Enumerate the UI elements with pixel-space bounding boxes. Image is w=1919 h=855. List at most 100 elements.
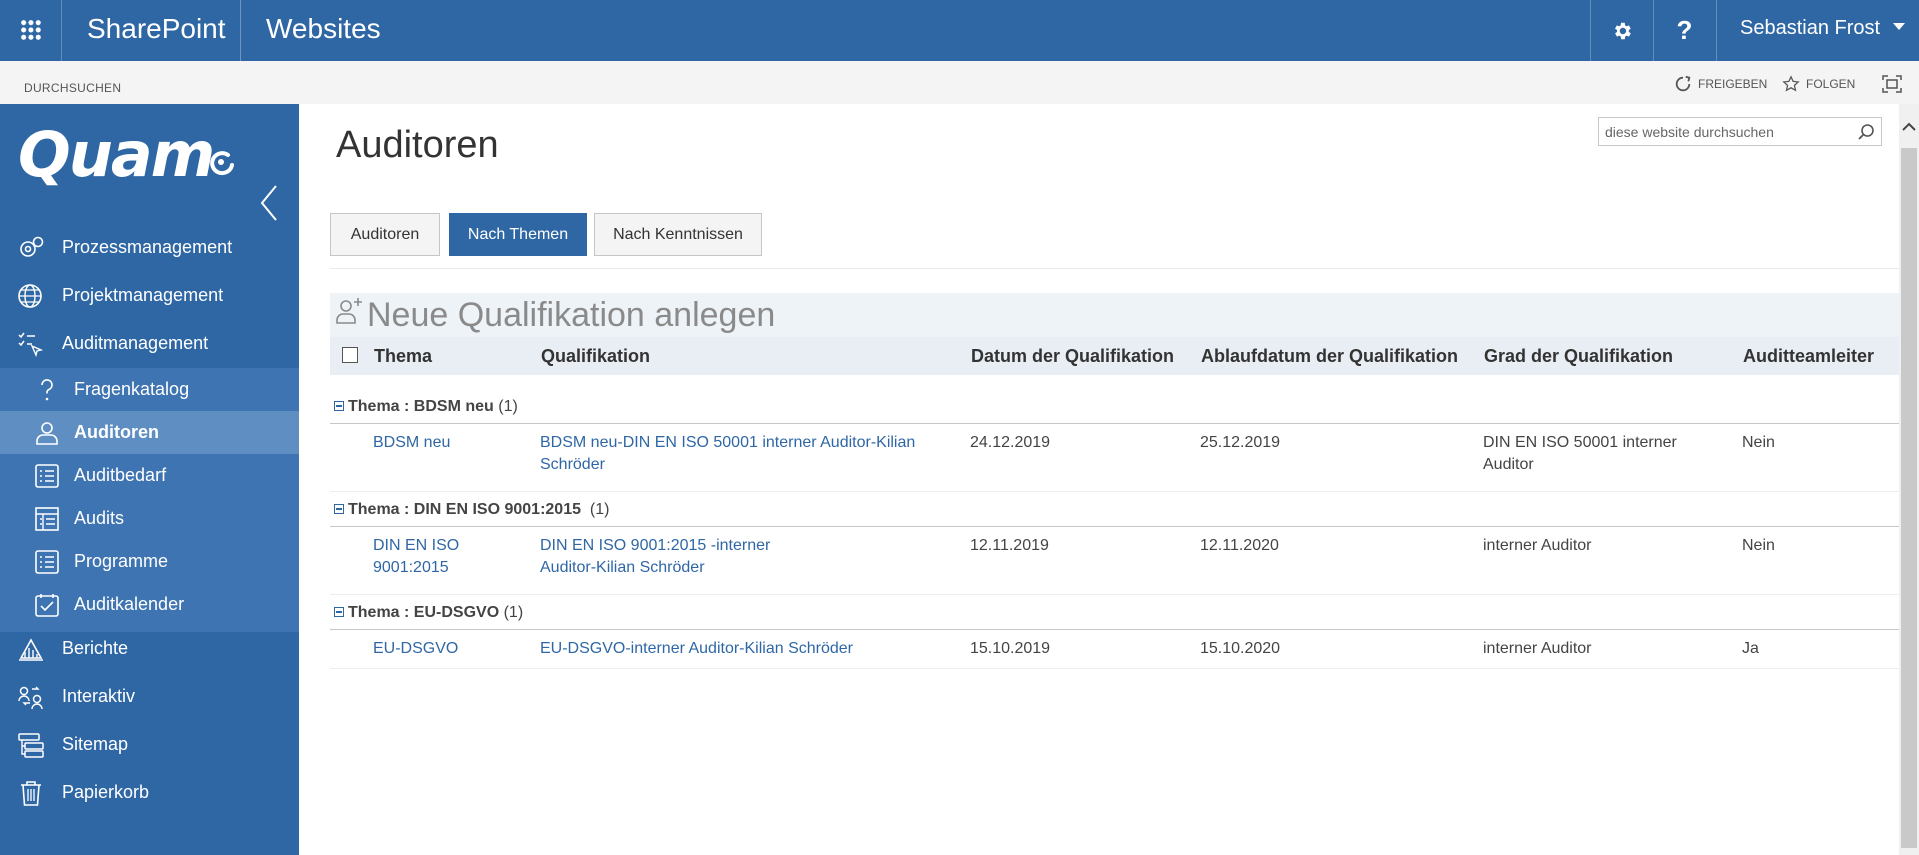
cell-ablaufdatum: 12.11.2020	[1200, 537, 1279, 554]
subnav-item-fragenkatalog[interactable]: Fragenkatalog	[0, 368, 299, 411]
group-header: Thema : EU-DSGVO (1)	[330, 596, 1899, 630]
group-label: Thema : BDSM neu (1)	[348, 398, 518, 415]
quam-logo[interactable]: Quam	[18, 120, 248, 190]
nav-label: Sitemap	[62, 734, 129, 754]
cell-qualifikation[interactable]: BDSM neu-DIN EN ISO 50001 interner Audit…	[540, 434, 916, 473]
subnav-label: Auditkalender	[74, 594, 185, 614]
search-input[interactable]	[1599, 118, 1844, 145]
subnav-label: Fragenkatalog	[74, 379, 190, 399]
browse-tab[interactable]: DURCHSUCHEN	[24, 81, 122, 95]
group-header: Thema : DIN EN ISO 9001:2015 (1)	[330, 493, 1899, 527]
collapse-group-icon[interactable]	[334, 607, 344, 617]
subnav-item-auditoren[interactable]: Auditoren	[0, 411, 299, 454]
subnav-item-auditkalender[interactable]: Auditkalender	[0, 583, 299, 626]
add-person-icon	[336, 298, 362, 324]
subnav-label: Auditoren	[74, 422, 159, 442]
user-menu[interactable]: Sebastian Frost	[1716, 0, 1919, 61]
nav-item-prozessmanagement[interactable]: Prozessmanagement	[0, 226, 299, 269]
fullscreen-icon	[1882, 75, 1902, 93]
gears-icon	[20, 236, 44, 257]
scroll-thumb[interactable]	[1901, 148, 1917, 848]
list-icon	[35, 550, 59, 574]
site-title[interactable]: Websites	[266, 13, 381, 44]
people-exchange-icon	[18, 686, 43, 710]
subnav-item-programme[interactable]: Programme	[0, 540, 299, 583]
cell-thema[interactable]: DIN EN ISO 9001:2015	[373, 537, 460, 576]
collapse-group-icon[interactable]	[334, 504, 344, 514]
tab-auditoren[interactable]: Auditoren	[330, 213, 440, 256]
column-header-ablaufdatum[interactable]: Ablaufdatum der Qualifikation	[1201, 346, 1459, 366]
list-icon	[35, 464, 59, 488]
waffle-icon	[20, 19, 42, 41]
suite-bar: SharePoint Websites ? Sebastian Frost	[0, 0, 1919, 61]
group-header: Thema : BDSM neu (1)	[330, 390, 1899, 424]
question-icon	[41, 379, 53, 401]
calendar-check-icon	[35, 594, 59, 617]
globe-icon	[18, 284, 42, 308]
table-row: DIN EN ISO 9001:2015 DIN EN ISO 9001:201…	[330, 527, 1899, 595]
subnav-item-audits[interactable]: Audits	[0, 497, 299, 540]
nav-item-papierkorb[interactable]: Papierkorb	[0, 771, 299, 814]
new-qualification-label: Neue Qualifikation anlegen	[367, 296, 776, 334]
cell-auditteamleiter: Ja	[1742, 640, 1759, 657]
logo-mark-icon	[210, 151, 234, 176]
nav-item-sitemap[interactable]: Sitemap	[0, 723, 299, 766]
select-all-checkbox[interactable]	[342, 347, 358, 363]
help-button[interactable]: ?	[1653, 0, 1715, 61]
vertical-scrollbar[interactable]	[1899, 104, 1919, 855]
app-launcher-button[interactable]	[0, 0, 62, 61]
star-icon	[1782, 75, 1800, 92]
subnav-label: Programme	[74, 551, 169, 571]
cell-datum: 15.10.2019	[970, 640, 1051, 657]
user-name: Sebastian Frost	[1740, 17, 1881, 39]
cell-thema[interactable]: BDSM neu	[373, 434, 451, 451]
cell-grad: interner Auditor	[1483, 537, 1592, 554]
settings-button[interactable]	[1590, 0, 1652, 61]
left-navigation: Quam Prozessmanagement Projektmanagement	[0, 104, 299, 855]
group-label: Thema : EU-DSGVO (1)	[348, 604, 524, 621]
follow-button[interactable]: FOLGEN	[1782, 73, 1855, 95]
collapse-nav-icon[interactable]	[256, 182, 282, 224]
share-button[interactable]: FREIGEBEN	[1674, 73, 1767, 95]
follow-label: FOLGEN	[1806, 77, 1856, 91]
cell-thema[interactable]: EU-DSGVO	[373, 640, 459, 657]
divider	[330, 268, 1899, 269]
new-qualification-link[interactable]: Neue Qualifikation anlegen	[330, 293, 1899, 337]
column-header-qualifikation[interactable]: Qualifikation	[541, 346, 651, 366]
sharepoint-brand[interactable]: SharePoint	[87, 13, 226, 44]
tab-nach-themen[interactable]: Nach Themen	[449, 213, 587, 256]
nav-item-projektmanagement[interactable]: Projektmanagement	[0, 274, 299, 317]
cell-datum: 12.11.2019	[970, 537, 1049, 554]
tab-nach-kenntnissen[interactable]: Nach Kenntnissen	[594, 213, 762, 256]
table-icon	[35, 507, 59, 531]
table-header: Thema Qualifikation Datum der Qualifikat…	[330, 337, 1899, 375]
person-icon	[36, 422, 58, 445]
group-name: DIN EN ISO 9001:2015	[413, 501, 581, 518]
group-label: Thema : DIN EN ISO 9001:2015 (1)	[348, 501, 610, 518]
search-icon[interactable]	[1857, 123, 1875, 141]
focus-content-button[interactable]	[1882, 73, 1908, 95]
group-count: (1)	[503, 604, 524, 621]
scroll-up-arrow-icon[interactable]	[1899, 104, 1919, 146]
subnav-item-auditbedarf[interactable]: Auditbedarf	[0, 454, 299, 497]
nav-item-auditmanagement[interactable]: Auditmanagement	[0, 322, 299, 365]
column-header-thema[interactable]: Thema	[374, 346, 433, 366]
nav-label: Interaktiv	[62, 686, 136, 706]
share-icon	[1675, 75, 1691, 92]
nav-item-berichte[interactable]: Berichte	[0, 627, 299, 670]
cell-qualifikation[interactable]: DIN EN ISO 9001:2015 -interner Auditor-K…	[540, 537, 771, 576]
group-name: EU-DSGVO	[413, 604, 500, 621]
share-label: FREIGEBEN	[1698, 77, 1768, 91]
site-search-box	[1598, 117, 1882, 146]
collapse-group-icon[interactable]	[334, 401, 344, 411]
group-count: (1)	[498, 398, 518, 415]
column-header-auditteamleiter[interactable]: Auditteamleiter	[1743, 346, 1875, 366]
column-header-datum[interactable]: Datum der Qualifikation	[971, 346, 1175, 366]
cell-grad: DIN EN ISO 50001 interner Auditor	[1483, 434, 1677, 473]
nav-label: Papierkorb	[62, 782, 150, 802]
nav-item-interaktiv[interactable]: Interaktiv	[0, 675, 299, 718]
column-header-grad[interactable]: Grad der Qualifikation	[1484, 346, 1674, 366]
cell-qualifikation[interactable]: EU-DSGVO-interner Auditor-Kilian Schröde…	[540, 640, 854, 657]
nav-label: Projektmanagement	[62, 285, 224, 305]
nav-label: Prozessmanagement	[62, 237, 233, 257]
